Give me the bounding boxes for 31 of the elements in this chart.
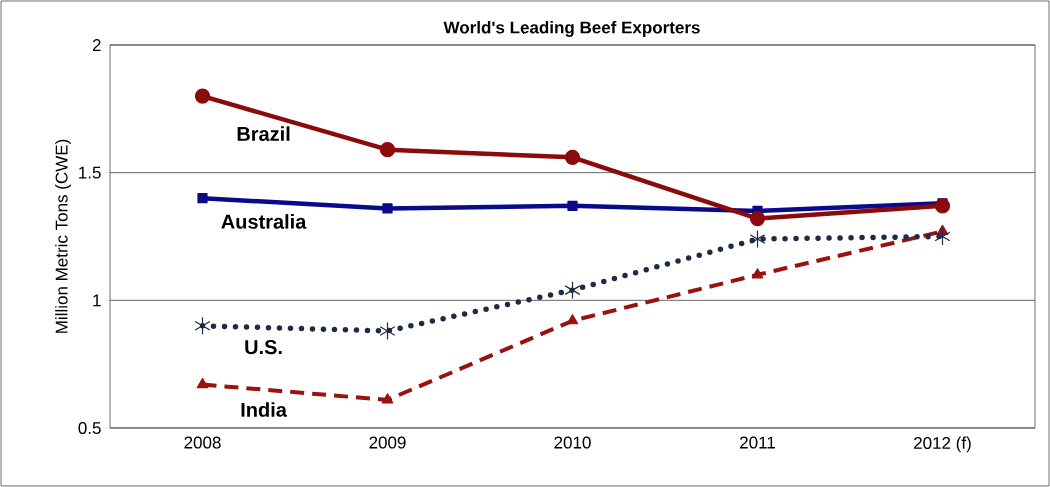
y-axis-title: Million Metric Tons (CWE) bbox=[55, 139, 71, 333]
point bbox=[197, 193, 208, 204]
y-tick-label: 0.5 bbox=[78, 421, 101, 435]
series-label: U.S. bbox=[245, 340, 282, 355]
x-tick-label: 2011 bbox=[740, 436, 775, 449]
point bbox=[564, 149, 581, 165]
y-tick-label: 1.5 bbox=[79, 166, 101, 179]
point bbox=[934, 198, 951, 214]
point bbox=[379, 322, 396, 340]
point bbox=[749, 230, 766, 248]
point bbox=[751, 268, 764, 279]
series-label: India bbox=[241, 402, 288, 417]
y-tick-label: 1 bbox=[93, 294, 101, 307]
point bbox=[934, 227, 951, 246]
x-tick-label: 2008 bbox=[184, 436, 221, 449]
x-tick-label: 2012 (f) bbox=[914, 436, 971, 453]
point bbox=[196, 377, 209, 389]
point bbox=[749, 211, 766, 227]
point bbox=[564, 281, 581, 299]
point bbox=[194, 317, 211, 335]
x-tick-label: 2009 bbox=[369, 436, 406, 449]
chart-title: World's Leading Beef Exporters bbox=[443, 21, 700, 37]
y-tick-label: 2 bbox=[92, 39, 101, 51]
point bbox=[567, 200, 578, 211]
series-label: Australia bbox=[221, 214, 307, 229]
x-tick-label: 2010 bbox=[554, 436, 591, 449]
point bbox=[381, 393, 394, 404]
point bbox=[379, 142, 396, 158]
point bbox=[194, 88, 211, 104]
series-label: Brazil bbox=[237, 126, 290, 141]
point bbox=[382, 203, 393, 214]
